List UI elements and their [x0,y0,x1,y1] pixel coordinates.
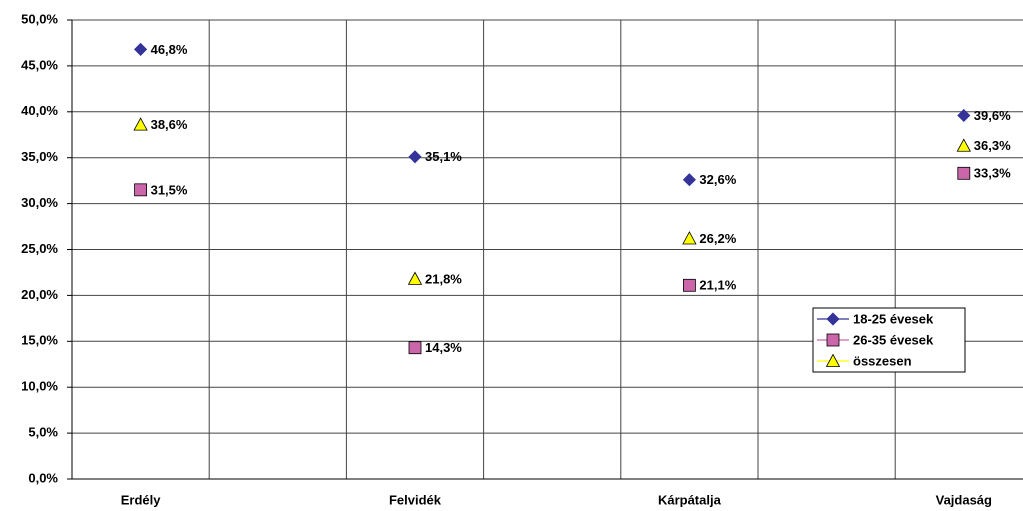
marker [956,138,971,152]
y-tick-label: 5,0% [28,425,58,440]
y-tick-label: 10,0% [21,379,58,394]
data-label: 35,1% [425,149,462,164]
marker [683,278,696,292]
legend-marker [825,353,841,367]
marker [682,231,697,245]
marker [407,271,423,285]
data-label: 32,6% [699,172,736,187]
data-label: 21,1% [699,278,736,293]
marker [408,341,422,355]
x-tick-label: Vajdaság [936,492,992,507]
legend-marker [826,333,840,347]
y-tick-label: 50,0% [21,11,58,26]
x-tick-label: Felvidék [389,492,442,507]
x-tick-label: Kárpátalja [658,492,722,507]
y-tick-label: 25,0% [21,241,58,256]
marker [408,150,422,164]
marker [682,173,696,187]
data-label: 31,5% [151,182,188,197]
y-tick-label: 20,0% [21,287,58,302]
data-label: 21,8% [425,271,462,286]
legend-marker [826,312,840,326]
data-label: 38,6% [151,117,188,132]
y-tick-label: 30,0% [21,195,58,210]
marker [134,42,148,56]
data-label: 36,3% [974,138,1011,153]
data-label: 39,6% [974,108,1011,123]
data-label: 14,3% [425,340,462,355]
y-tick-label: 40,0% [21,103,58,118]
y-tick-label: 15,0% [21,333,58,348]
y-tick-label: 35,0% [21,149,58,164]
x-tick-label: Erdély [121,492,162,507]
marker [134,183,148,197]
marker [957,166,971,180]
marker [133,117,148,131]
y-tick-label: 0,0% [28,470,58,485]
y-tick-label: 45,0% [21,57,58,72]
marker [957,108,971,123]
data-label: 33,3% [974,166,1011,181]
data-label: 46,8% [151,42,188,57]
legend-label: összesen [853,353,912,368]
data-label: 26,2% [699,231,736,246]
legend-label: 18-25 évesek [853,311,934,326]
legend-label: 26-35 évesek [853,332,934,347]
